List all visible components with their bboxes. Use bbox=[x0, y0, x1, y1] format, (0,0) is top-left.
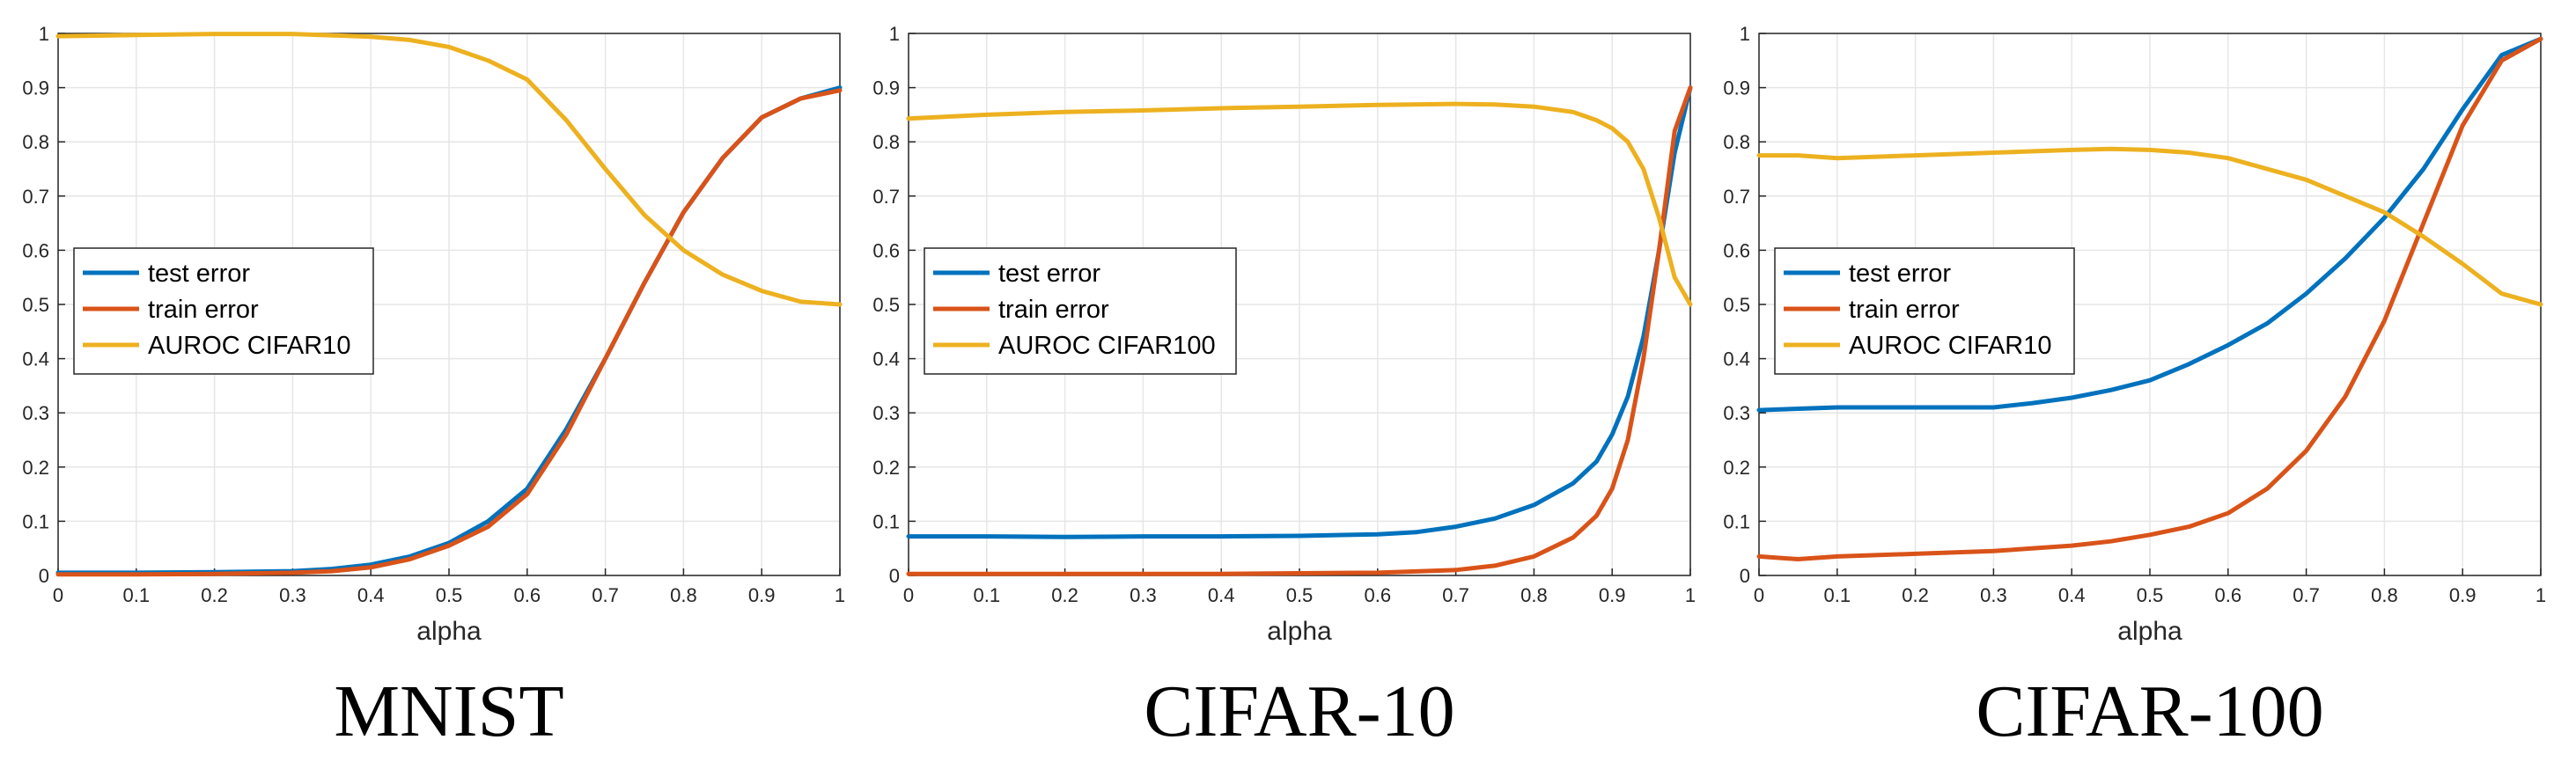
y-tick-label: 0.3 bbox=[22, 402, 49, 424]
series-line-auroc bbox=[906, 101, 1693, 307]
dataset-caption: CIFAR-100 bbox=[1976, 670, 2323, 752]
y-tick-label: 0.2 bbox=[1723, 457, 1750, 479]
x-tick-label: 0.2 bbox=[1051, 584, 1078, 606]
x-tick-label: 0.1 bbox=[1824, 584, 1851, 606]
series-line-test bbox=[906, 85, 1693, 539]
y-tick-label: 0.6 bbox=[22, 239, 49, 261]
legend: test error train error AUROC CIFAR100 bbox=[924, 247, 1237, 375]
y-tick-label: 0.8 bbox=[22, 131, 49, 153]
y-tick-label: 0.9 bbox=[872, 77, 900, 99]
y-tick-label: 1 bbox=[1740, 23, 1750, 45]
x-tick-label: 0 bbox=[1754, 584, 1764, 606]
y-tick-label: 0.9 bbox=[1723, 77, 1750, 99]
legend: test error train error AUROC CIFAR10 bbox=[73, 247, 374, 375]
x-tick-label: 0.6 bbox=[2215, 584, 2242, 606]
x-tick-label: 0.6 bbox=[514, 584, 541, 606]
series-line-auroc bbox=[1756, 146, 2543, 307]
x-tick-label: 1 bbox=[1685, 584, 1696, 606]
legend-label: test error bbox=[1849, 260, 1951, 288]
legend-label: test error bbox=[148, 260, 250, 288]
x-tick-label: 0 bbox=[903, 584, 914, 606]
legend-label: test error bbox=[998, 260, 1100, 288]
legend: test error train error AUROC CIFAR10 bbox=[1774, 247, 2075, 375]
x-tick-label: 0.3 bbox=[1130, 584, 1157, 606]
dataset-caption: CIFAR-10 bbox=[1144, 670, 1454, 752]
y-tick-label: 0.7 bbox=[1723, 186, 1750, 208]
x-tick-label: 0.8 bbox=[2371, 584, 2398, 606]
x-tick-label: 0.8 bbox=[1520, 584, 1548, 606]
y-tick-label: 0.4 bbox=[1723, 348, 1750, 370]
y-tick-label: 0.7 bbox=[872, 186, 900, 208]
series-line-train bbox=[906, 85, 1693, 576]
x-tick-label: 0.7 bbox=[1442, 584, 1469, 606]
x-tick-label: 0.3 bbox=[279, 584, 306, 606]
x-tick-label: 1 bbox=[2536, 584, 2546, 606]
x-tick-label: 0.7 bbox=[2293, 584, 2320, 606]
legend-label: AUROC CIFAR10 bbox=[1849, 332, 2051, 360]
y-tick-label: 0.3 bbox=[872, 402, 900, 424]
x-tick-label: 1 bbox=[835, 584, 845, 606]
legend-label: train error bbox=[148, 296, 259, 324]
y-tick-label: 0.8 bbox=[872, 131, 900, 153]
x-tick-label: 0.5 bbox=[1286, 584, 1314, 606]
y-tick-label: 0 bbox=[1740, 565, 1750, 587]
legend-label: AUROC CIFAR10 bbox=[148, 332, 350, 360]
y-tick-label: 0.8 bbox=[1723, 131, 1750, 153]
y-tick-label: 0.2 bbox=[22, 457, 49, 479]
y-tick-label: 0.4 bbox=[872, 348, 900, 370]
x-tick-label: 0.2 bbox=[201, 584, 228, 606]
y-tick-label: 0.7 bbox=[22, 186, 49, 208]
dataset-caption: MNIST bbox=[334, 670, 563, 752]
x-tick-label: 0.1 bbox=[974, 584, 1001, 606]
x-tick-label: 0.6 bbox=[1365, 584, 1392, 606]
y-tick-label: 0.3 bbox=[1723, 402, 1750, 424]
y-tick-label: 1 bbox=[39, 23, 49, 45]
legend-label: AUROC CIFAR100 bbox=[998, 332, 1216, 360]
x-tick-label: 0.3 bbox=[1980, 584, 2007, 606]
y-tick-label: 0 bbox=[889, 565, 900, 587]
x-tick-label: 0.4 bbox=[357, 584, 385, 606]
chart-panel-3: 0 0.1 0.2 0.3 0.4 0.5 0.6 0.7 0.8 0.9 1 0 0.1 0.2 0.3 0… bbox=[1723, 23, 2546, 752]
y-tick-label: 0.5 bbox=[1723, 294, 1750, 316]
x-tick-label: 0.5 bbox=[2137, 584, 2164, 606]
y-tick-label: 1 bbox=[889, 23, 900, 45]
x-tick-label: 0.8 bbox=[670, 584, 697, 606]
x-tick-label: 0.4 bbox=[1208, 584, 1235, 606]
x-tick-label: 0.9 bbox=[748, 584, 776, 606]
x-tick-label: 0.5 bbox=[436, 584, 463, 606]
y-tick-label: 0.4 bbox=[22, 348, 49, 370]
y-tick-label: 0.1 bbox=[872, 510, 900, 532]
series-line-train bbox=[1756, 36, 2543, 561]
x-tick-label: 0 bbox=[53, 584, 63, 606]
y-tick-label: 0.5 bbox=[872, 294, 900, 316]
x-axis-label: alpha bbox=[416, 617, 482, 646]
y-tick-label: 0.2 bbox=[872, 457, 900, 479]
x-tick-label: 0.9 bbox=[1599, 584, 1626, 606]
x-tick-label: 0.2 bbox=[1902, 584, 1929, 606]
x-tick-label: 0.9 bbox=[2449, 584, 2477, 606]
y-tick-label: 0.5 bbox=[22, 294, 49, 316]
legend-label: train error bbox=[1849, 296, 1960, 324]
x-axis-label: alpha bbox=[1267, 617, 1332, 646]
y-tick-label: 0.6 bbox=[1723, 239, 1750, 261]
x-tick-label: 0.1 bbox=[123, 584, 151, 606]
x-axis-label: alpha bbox=[2117, 617, 2182, 646]
x-tick-label: 0.7 bbox=[592, 584, 619, 606]
y-tick-label: 0 bbox=[39, 565, 49, 587]
y-tick-label: 0.9 bbox=[22, 77, 49, 99]
x-tick-label: 0.4 bbox=[2058, 584, 2086, 606]
y-tick-label: 0.1 bbox=[1723, 510, 1750, 532]
legend-label: train error bbox=[998, 296, 1109, 324]
series-line-train bbox=[55, 88, 843, 577]
y-tick-label: 0.1 bbox=[22, 510, 49, 532]
chart-panel-1: 0 0.1 0.2 0.3 0.4 0.5 0.6 0.7 0.8 0.9 1 0 0.1 0.2 0.3 0… bbox=[22, 23, 845, 752]
series-line-test bbox=[1756, 36, 2543, 413]
series-line-auroc bbox=[55, 32, 843, 307]
y-tick-label: 0.6 bbox=[872, 239, 900, 261]
chart-panel-2: 0 0.1 0.2 0.3 0.4 0.5 0.6 0.7 0.8 0.9 1 0 0.1 0.2 0.3 0… bbox=[872, 23, 1696, 752]
